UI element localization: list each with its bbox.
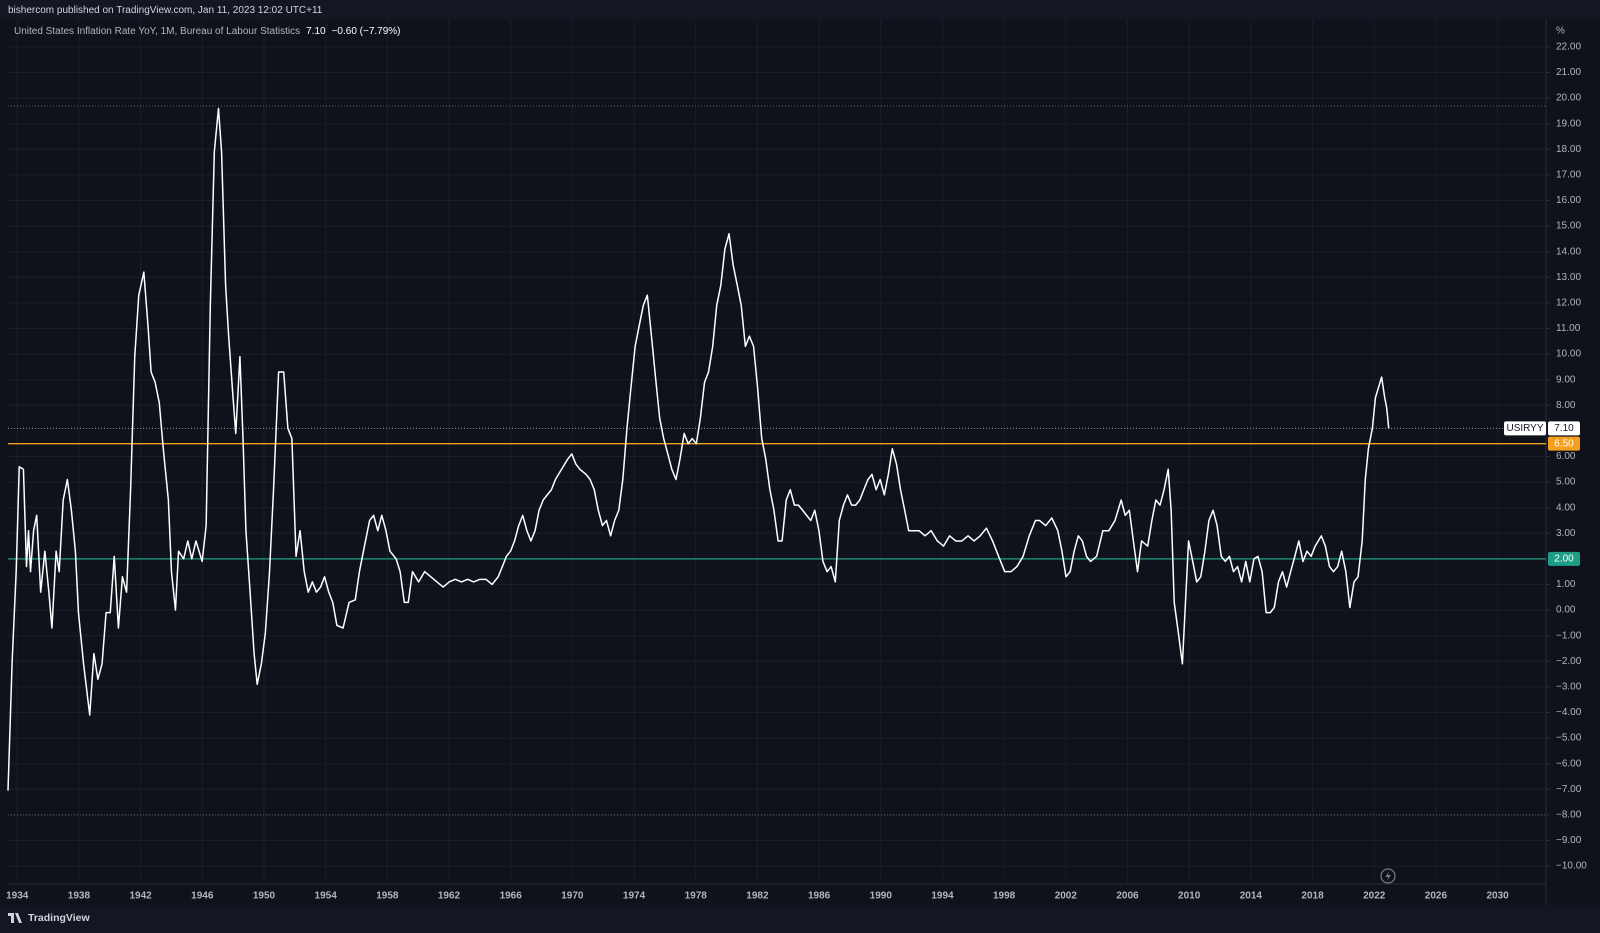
top-bar (0, 0, 1600, 20)
y-tick-label: −10.00 (1556, 861, 1587, 872)
y-tick-label: −5.00 (1556, 733, 1582, 744)
price-label-box (1548, 551, 1580, 566)
x-tick-label: 1958 (376, 891, 399, 902)
y-tick-label: −7.00 (1556, 784, 1582, 795)
x-tick-label: 2030 (1486, 891, 1509, 902)
price-label: 6.50 (1554, 438, 1574, 449)
y-tick-label: 21.00 (1556, 67, 1581, 78)
x-tick-label: 1970 (561, 891, 584, 902)
y-tick-label: 0.00 (1556, 605, 1576, 616)
x-tick-label: 1954 (315, 891, 338, 902)
x-tick-label: 2026 (1425, 891, 1448, 902)
y-tick-label: 10.00 (1556, 349, 1581, 360)
y-tick-label: 16.00 (1556, 195, 1581, 206)
x-tick-label: 1938 (68, 891, 91, 902)
x-tick-label: 2002 (1055, 891, 1078, 902)
y-tick-label: 3.00 (1556, 528, 1576, 539)
y-tick-label: −3.00 (1556, 682, 1582, 693)
x-tick-label: 2022 (1363, 891, 1386, 902)
y-tick-label: 13.00 (1556, 272, 1581, 283)
x-tick-label: 1998 (993, 891, 1016, 902)
x-tick-label: 1974 (623, 891, 646, 902)
y-tick-label: −1.00 (1556, 630, 1582, 641)
x-tick-label: 1978 (685, 891, 708, 902)
legend-change: −0.60 (−7.79%) (331, 26, 401, 37)
symbol-label: USIRYY (1506, 423, 1543, 434)
x-tick-label: 1934 (6, 891, 29, 902)
x-tick-label: 1990 (870, 891, 893, 902)
x-tick-label: 1986 (808, 891, 831, 902)
last-value-label: 7.10 (1554, 423, 1574, 434)
legend-value: 7.10 (306, 26, 326, 37)
y-tick-label: 1.00 (1556, 579, 1576, 590)
x-tick-label: 1994 (931, 891, 954, 902)
replay-icon (1380, 868, 1396, 884)
footer: TradingView (8, 912, 90, 924)
footer-brand: TradingView (28, 912, 90, 924)
grid (8, 20, 1546, 884)
legend: United States Inflation Rate YoY, 1M, Bu… (14, 26, 401, 37)
x-tick-label: 2014 (1240, 891, 1263, 902)
y-tick-label: 5.00 (1556, 477, 1576, 488)
y-tick-label: 17.00 (1556, 170, 1581, 181)
y-tick-label: −4.00 (1556, 707, 1582, 718)
publisher-note: bishercom published on TradingView.com, … (8, 5, 323, 16)
last-value-box (1548, 421, 1580, 436)
series-line (7, 107, 1390, 791)
unit-label: % (1556, 26, 1565, 37)
x-tick-label: 1962 (438, 891, 461, 902)
y-tick-label: 8.00 (1556, 400, 1576, 411)
x-tick-label: 2010 (1178, 891, 1201, 902)
price-label-box (1548, 436, 1580, 451)
symbol-box (1504, 421, 1546, 436)
y-tick-label: 6.00 (1556, 451, 1576, 462)
y-tick-label: 9.00 (1556, 374, 1576, 385)
y-tick-label: 22.00 (1556, 42, 1581, 53)
logo (8, 913, 22, 923)
y-tick-label: 14.00 (1556, 246, 1581, 257)
x-tick-label: 2018 (1301, 891, 1324, 902)
y-tick-label: −6.00 (1556, 758, 1582, 769)
y-tick-label: 15.00 (1556, 221, 1581, 232)
price-label: 2.00 (1554, 554, 1574, 565)
y-tick-label: −9.00 (1556, 835, 1582, 846)
legend-title: United States Inflation Rate YoY, 1M, Bu… (14, 26, 301, 37)
x-tick-label: 1966 (500, 891, 523, 902)
x-tick-label: 1950 (253, 891, 276, 902)
y-tick-label: 19.00 (1556, 118, 1581, 129)
y-tick-label: 20.00 (1556, 93, 1581, 104)
bottom-bar (0, 905, 1600, 933)
y-tick-label: 11.00 (1556, 323, 1581, 334)
y-tick-label: 4.00 (1556, 502, 1576, 513)
y-tick-label: −8.00 (1556, 810, 1582, 821)
y-tick-label: 12.00 (1556, 298, 1581, 309)
x-tick-label: 1946 (191, 891, 214, 902)
x-tick-label: 1942 (129, 891, 152, 902)
x-tick-label: 2006 (1116, 891, 1139, 902)
y-tick-label: −2.00 (1556, 656, 1582, 667)
x-tick-label: 1982 (746, 891, 769, 902)
y-tick-label: 18.00 (1556, 144, 1581, 155)
